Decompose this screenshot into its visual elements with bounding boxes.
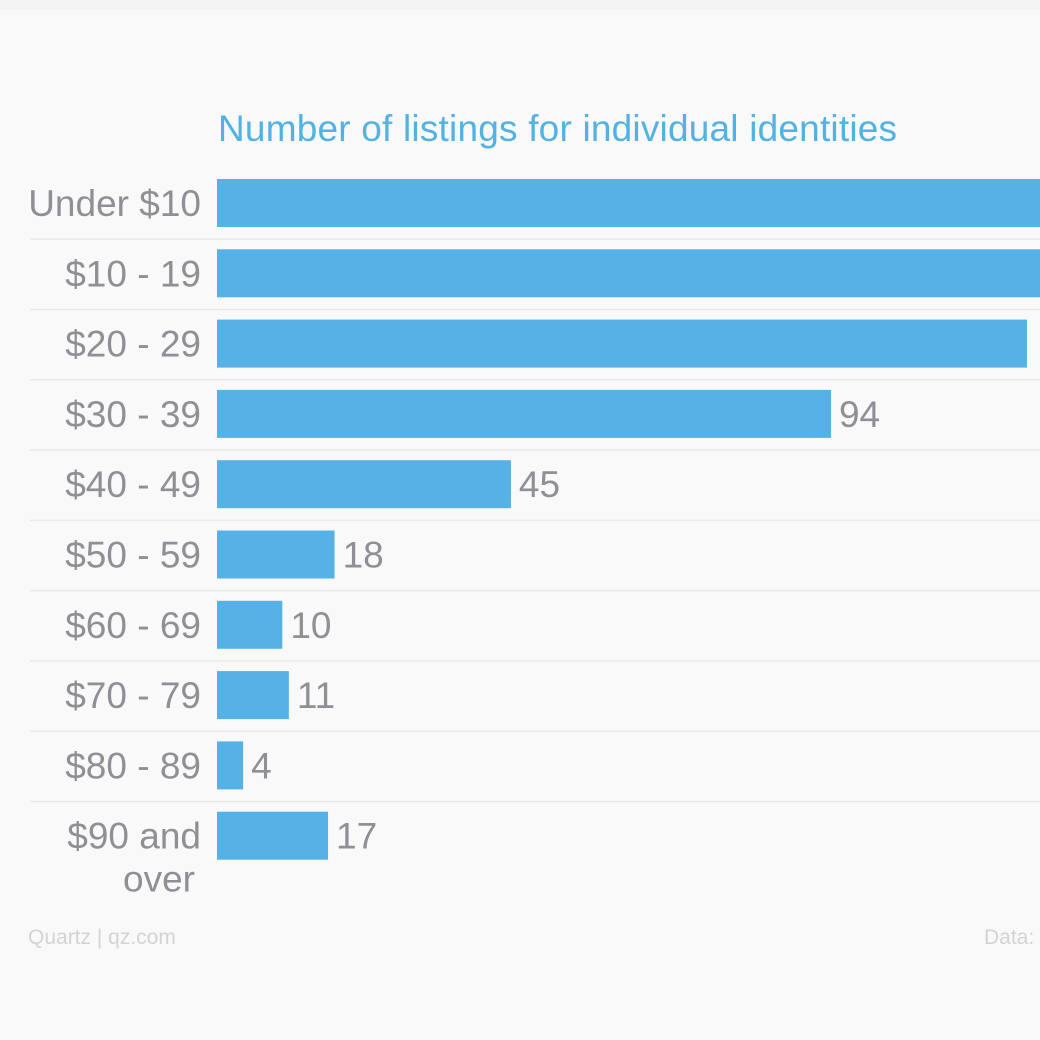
category-label: $60 - 69 <box>65 605 201 646</box>
value-label: 94 <box>839 394 880 435</box>
bar <box>217 600 283 649</box>
value-label: 17 <box>336 816 377 857</box>
category-label: $10 - 19 <box>65 253 201 294</box>
bar <box>217 389 831 438</box>
top-strip <box>0 0 1040 10</box>
footer-source: Data: <box>984 926 1035 949</box>
category-label: $50 - 59 <box>65 535 201 576</box>
value-label: 45 <box>519 464 560 505</box>
value-label: 4 <box>251 745 272 786</box>
category-label: over <box>123 859 195 900</box>
bar <box>217 530 335 579</box>
bar <box>217 249 1040 298</box>
bar <box>217 319 1027 368</box>
category-label: $20 - 29 <box>65 324 201 365</box>
category-label: $70 - 79 <box>65 675 201 716</box>
category-label: $90 and <box>67 816 201 857</box>
bar <box>217 811 329 860</box>
category-label: $40 - 49 <box>65 464 201 505</box>
value-label: 10 <box>290 605 331 646</box>
value-label: 11 <box>297 675 335 716</box>
chart-title: Number of listings for individual identi… <box>218 108 898 149</box>
bar <box>217 741 244 790</box>
bar <box>217 179 1040 227</box>
bar <box>217 460 511 509</box>
footer-credit: Quartz | qz.com <box>28 926 176 949</box>
value-label: 18 <box>343 535 384 576</box>
category-label: Under $10 <box>28 183 201 224</box>
bar <box>217 671 289 720</box>
category-label: $30 - 39 <box>65 394 201 435</box>
category-label: $80 - 89 <box>65 745 201 786</box>
